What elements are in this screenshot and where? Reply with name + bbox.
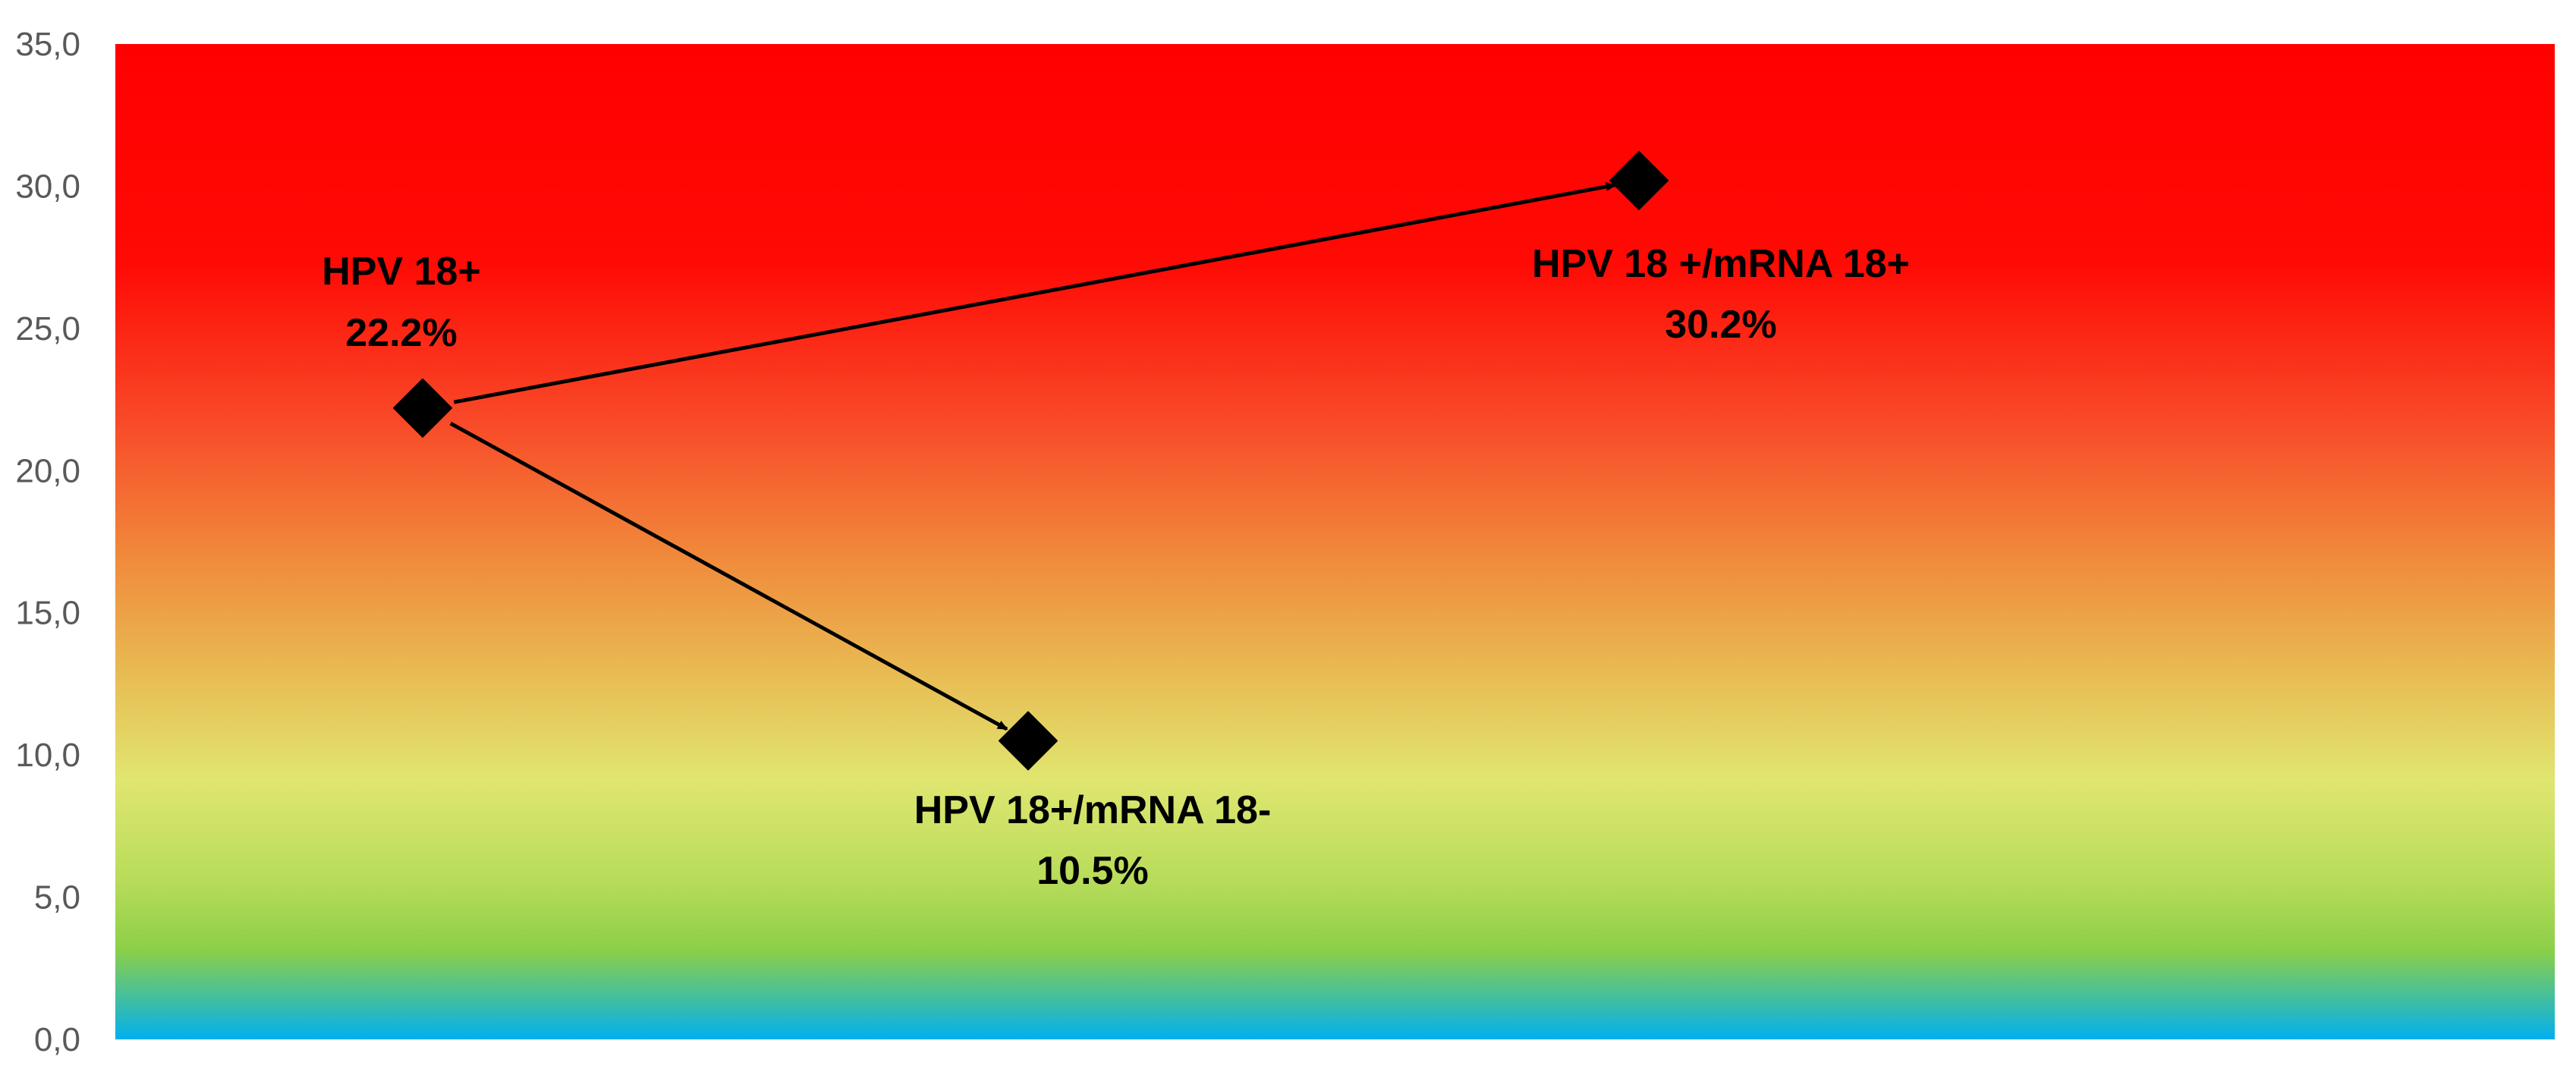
point-labels: HPV 18+ 22.2% HPV 18+/mRNA 18- 10.5% HPV 18 … xyxy=(322,242,1910,893)
data-points xyxy=(393,150,1669,771)
arrow-hpv18-to-mrna_pos xyxy=(453,182,1617,404)
point-label-name: HPV 18+ xyxy=(322,250,481,294)
point-label-value: 10.5% xyxy=(1036,849,1148,893)
point-marker-hpv18 xyxy=(393,378,452,438)
y-tick-label: 35,0 xyxy=(15,26,80,63)
y-tick-label: 25,0 xyxy=(15,310,80,347)
point-marker-mrna_neg xyxy=(999,711,1058,771)
point-label-value: 30.2% xyxy=(1665,303,1776,347)
y-tick-label: 10,0 xyxy=(15,737,80,774)
y-tick-label: 0,0 xyxy=(34,1021,80,1058)
plot-area-background xyxy=(115,44,2555,1039)
y-tick-label: 5,0 xyxy=(34,879,80,917)
point-label-name: HPV 18+/mRNA 18- xyxy=(914,788,1272,832)
y-axis-ticks: 0,0 5,0 10,0 15,0 20,0 25,0 30,0 35,0 xyxy=(15,26,80,1058)
point-label-value: 22.2% xyxy=(345,311,457,355)
arrows xyxy=(449,182,1617,731)
y-tick-label: 30,0 xyxy=(15,168,80,205)
y-tick-label: 20,0 xyxy=(15,452,80,489)
point-marker-mrna_pos xyxy=(1609,150,1669,210)
y-tick-label: 15,0 xyxy=(15,595,80,632)
point-label-name: HPV 18 +/mRNA 18+ xyxy=(1532,242,1910,286)
arrow-hpv18-to-mrna_neg xyxy=(449,421,1008,731)
